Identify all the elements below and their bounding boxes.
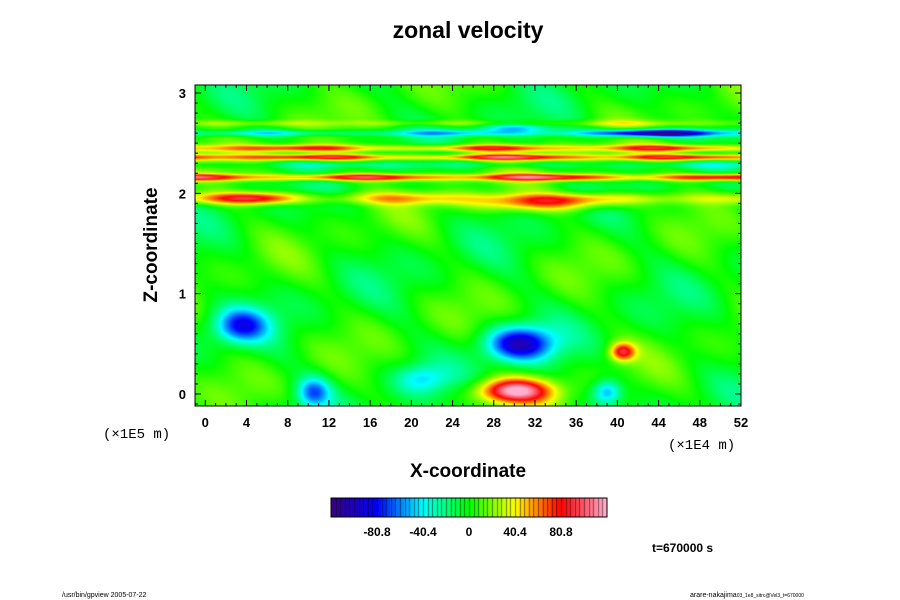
colorbar-tick-label: 40.4 [503, 525, 527, 539]
x-tick-label: 4 [243, 415, 251, 430]
y-tick-label: 1 [179, 287, 186, 302]
y-tick-label: 3 [179, 86, 186, 101]
colorbar-tick-label: 80.8 [549, 525, 573, 539]
x-tick-label: 0 [202, 415, 209, 430]
x-tick-label: 52 [734, 415, 748, 430]
x-tick-label: 24 [445, 415, 460, 430]
x-tick-label: 40 [610, 415, 624, 430]
colorbar-frame [330, 497, 608, 518]
plot-frame [194, 84, 742, 407]
x-tick-label: 20 [404, 415, 418, 430]
x-unit-label: (×1E4 m) [668, 438, 735, 454]
colorbar-ticks: -80.8 -40.4 0 40.4 80.8 [363, 525, 573, 539]
y-axis: 0 1 2 3 [179, 86, 741, 405]
x-tick-label: 12 [322, 415, 336, 430]
x-tick-label: 36 [569, 415, 583, 430]
x-tick-label: 32 [528, 415, 542, 430]
x-tick-label: 16 [363, 415, 377, 430]
y-axis-title: Z-coordinate [141, 187, 162, 302]
y-unit-label: (×1E5 m) [103, 427, 170, 443]
chart-title: zonal velocity [393, 17, 544, 43]
colorbar-tick-label: -80.8 [363, 525, 391, 539]
x-tick-label: 8 [284, 415, 291, 430]
x-tick-label: 28 [487, 415, 501, 430]
footer-right-sub: 03_1e8_sitrc@Vel3_t=670000 [737, 593, 804, 599]
colorbar-tick-label: -40.4 [409, 525, 437, 539]
y-tick-label: 0 [179, 387, 186, 402]
heatmap-area [195, 85, 741, 406]
colorbar-tick-label: 0 [466, 525, 473, 539]
colorbar [331, 498, 607, 517]
footer-left: /usr/bin/gpview 2005-07-22 [62, 592, 147, 599]
y-tick-label: 2 [179, 186, 186, 201]
x-tick-label: 44 [651, 415, 666, 430]
x-axis-title: X-coordinate [410, 461, 526, 482]
time-label: t=670000 s [652, 541, 713, 555]
x-tick-label: 48 [693, 415, 707, 430]
footer-right: arare-nakajima03_1e8_sitrc@Vel3_t=670000 [690, 592, 804, 599]
footer-right-main: arare-nakajima [690, 592, 737, 599]
x-axis: 0 4 8 12 16 20 24 28 32 36 40 44 48 52 [194, 85, 748, 430]
